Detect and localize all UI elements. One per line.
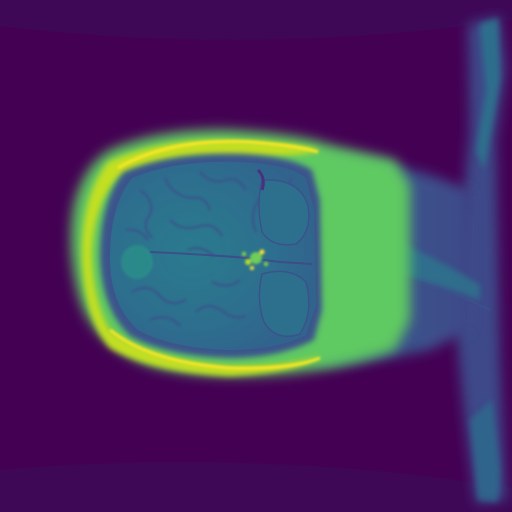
posterior-lobe-lower [258,270,310,337]
dark-sulcus-top [256,168,265,191]
field-edge-top [0,0,512,40]
posterior-lobe-upper [258,179,310,246]
vessel-cluster [242,249,268,270]
sulci-pattern [125,171,302,331]
neck-side-band-bright [476,18,500,170]
interhemispheric-fissure [149,251,313,265]
neck-lower-band [470,400,500,502]
frontal-nodule [121,245,153,279]
field-edge-bottom [0,462,512,512]
scalp-bright-bottom-line [109,328,321,370]
neck-side-band [456,16,506,504]
scalp-bright-top-line [117,140,319,170]
